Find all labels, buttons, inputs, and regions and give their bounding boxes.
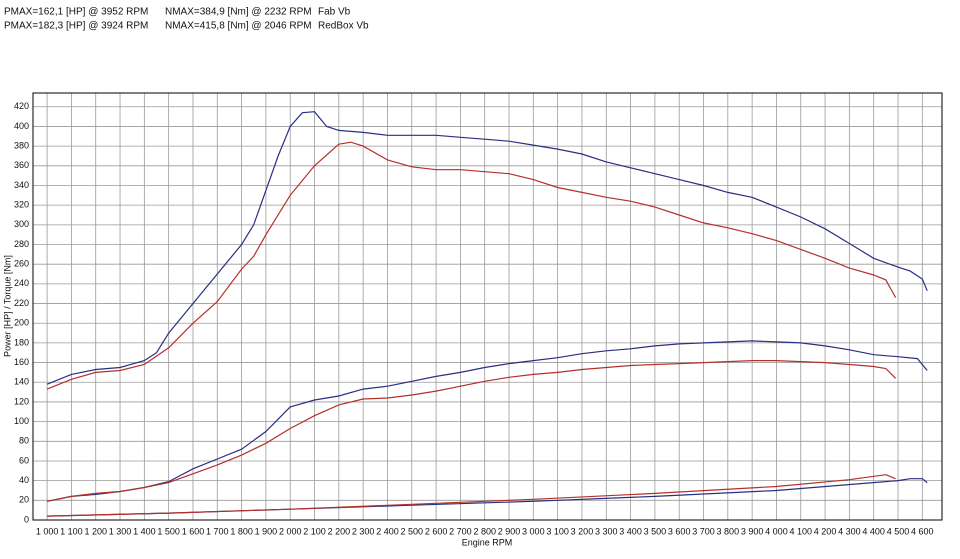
x-tick-label: 1 700	[206, 526, 229, 536]
curve	[47, 474, 896, 517]
x-tick-label: 3 400	[619, 526, 642, 536]
legend-pmax: PMAX=182,3 [HP] @ 3924 RPM	[4, 21, 148, 32]
y-tick-label: 260	[14, 259, 29, 269]
x-tick-label: 3 200	[571, 526, 594, 536]
curve	[46, 340, 928, 502]
x-tick-label: 2 700	[449, 526, 472, 536]
x-tick-label: 4 300	[838, 526, 861, 536]
x-tick-label: 2 200	[328, 526, 351, 536]
y-tick-label: 140	[14, 377, 29, 387]
x-tick-label: 3 500	[644, 526, 667, 536]
x-tick-label: 1 100	[60, 526, 83, 536]
x-tick-label: 1 200	[84, 526, 107, 536]
curve	[46, 141, 897, 390]
x-tick-label: 1 600	[182, 526, 205, 536]
y-tick-label: 0	[24, 514, 29, 524]
x-tick-label: 2 500	[401, 526, 424, 536]
x-tick-label: 4 000	[765, 526, 788, 536]
x-tick-label: 2 800	[473, 526, 496, 536]
legend-nmax: NMAX=384,9 [Nm] @ 2232 RPM	[165, 7, 312, 18]
y-tick-label: 360	[14, 160, 29, 170]
legend-pmax: PMAX=162,1 [HP] @ 3952 RPM	[4, 7, 148, 18]
y-axis-label: Power [HP] / Torque [Nm]	[2, 255, 12, 357]
y-tick-label: 400	[14, 121, 29, 131]
y-tick-label: 420	[14, 101, 29, 111]
y-tick-label: 80	[19, 436, 29, 446]
y-tick-label: 40	[19, 475, 29, 485]
x-tick-label: 4 100	[789, 526, 812, 536]
y-tick-label: 340	[14, 180, 29, 190]
x-tick-label: 1 300	[109, 526, 132, 536]
y-tick-label: 100	[14, 416, 29, 426]
legend-label: RedBox Vb	[318, 21, 369, 32]
y-tick-label: 120	[14, 396, 29, 406]
plot-border	[32, 92, 943, 521]
y-tick-label: 60	[19, 455, 29, 465]
x-tick-label: 3 700	[692, 526, 715, 536]
x-tick-label: 2 100	[303, 526, 326, 536]
curve	[46, 360, 897, 502]
x-tick-label: 4 400	[862, 526, 885, 536]
y-tick-label: 300	[14, 219, 29, 229]
x-tick-label: 3 100	[546, 526, 569, 536]
x-tick-label: 4 600	[911, 526, 934, 536]
x-tick-label: 2 400	[376, 526, 399, 536]
x-tick-label: 2 600	[425, 526, 448, 536]
y-tick-label: 380	[14, 141, 29, 151]
y-tick-label: 220	[14, 298, 29, 308]
y-tick-label: 280	[14, 239, 29, 249]
y-tick-label: 240	[14, 278, 29, 288]
x-tick-label: 4 500	[887, 526, 910, 536]
x-tick-label: 3 300	[595, 526, 618, 536]
x-tick-label: 3 000	[522, 526, 545, 536]
x-tick-label: 3 900	[741, 526, 764, 536]
x-tick-label: 3 600	[668, 526, 691, 536]
x-tick-label: 2 900	[498, 526, 521, 536]
y-tick-label: 20	[19, 495, 29, 505]
x-tick-label: 2 300	[352, 526, 375, 536]
x-tick-label: 1 900	[255, 526, 278, 536]
y-tick-label: 320	[14, 200, 29, 210]
x-tick-label: 4 200	[814, 526, 837, 536]
x-tick-label: 2 000	[279, 526, 302, 536]
x-tick-label: 1 400	[133, 526, 156, 536]
x-tick-label: 1 500	[157, 526, 180, 536]
x-tick-label: 3 800	[717, 526, 740, 536]
plot-area	[33, 93, 942, 520]
curve	[46, 111, 928, 385]
x-tick-label: 1 800	[230, 526, 253, 536]
x-axis-label: Engine RPM	[462, 537, 513, 547]
legend-label: Fab Vb	[318, 7, 351, 18]
x-tick-label: 1 000	[36, 526, 59, 536]
legend-nmax: NMAX=415,8 [Nm] @ 2046 RPM	[165, 21, 312, 32]
y-tick-label: 160	[14, 357, 29, 367]
y-tick-label: 180	[14, 337, 29, 347]
y-tick-label: 200	[14, 318, 29, 328]
